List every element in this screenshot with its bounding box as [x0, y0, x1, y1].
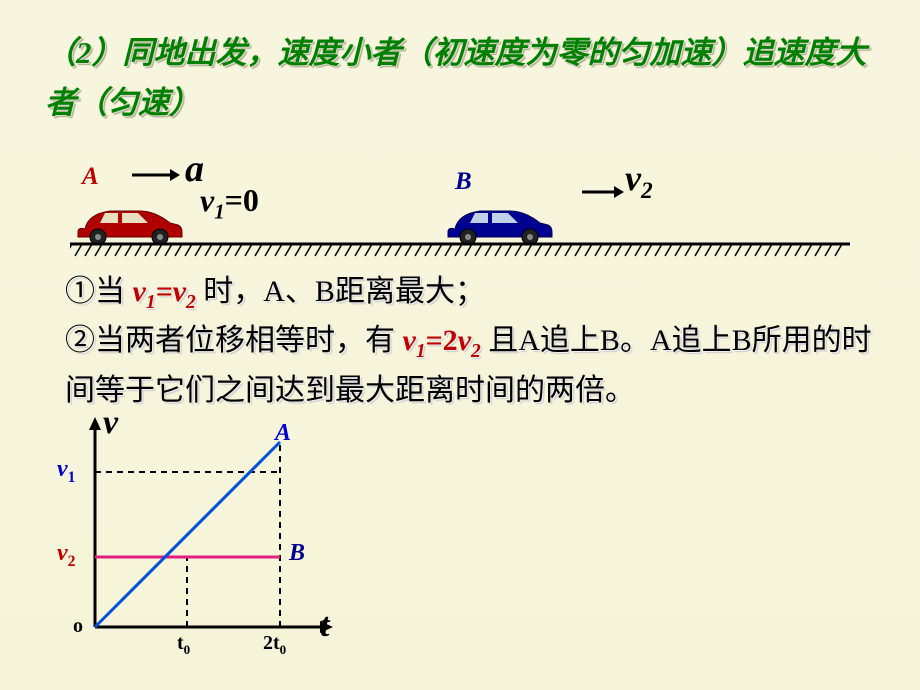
v1-axis-label: v1 — [57, 456, 75, 487]
car-a-label: A — [82, 163, 99, 191]
symbol-v2: v2 — [625, 157, 653, 205]
series-a-label: A — [275, 420, 291, 447]
tick-t0: t0 — [177, 632, 190, 658]
ground-hatching — [70, 242, 850, 258]
x-axis-label: t — [320, 607, 329, 645]
car-b-icon — [440, 199, 560, 247]
section-heading: （2）同地出发，速度小者（初速度为零的匀加速）追速度大者（匀速） — [45, 28, 875, 127]
arrow-v2-icon — [580, 177, 624, 209]
tick-2t0: 2t0 — [263, 632, 286, 658]
v1-zero-label: v1=0 — [200, 182, 259, 224]
series-b-label: B — [289, 540, 305, 567]
car-b-label: B — [455, 168, 472, 196]
origin-label: o — [73, 615, 83, 638]
velocity-chart: v t o v1 v2 t0 2t0 A B — [55, 412, 345, 672]
car-a-icon — [70, 199, 190, 247]
car-diagram: A a v1=0 B v2 — [70, 155, 850, 270]
statement-2: ②当两者位移相等时，有 v1=2v2 且A追上B。A追上B所用的时间等于它们之间… — [65, 317, 885, 415]
y-axis-label: v — [103, 404, 118, 442]
statement-1: ①当 v1=v2 时，A、B距离最大； — [65, 268, 885, 318]
v2-axis-label: v2 — [57, 540, 75, 571]
arrow-a-icon — [130, 161, 180, 193]
